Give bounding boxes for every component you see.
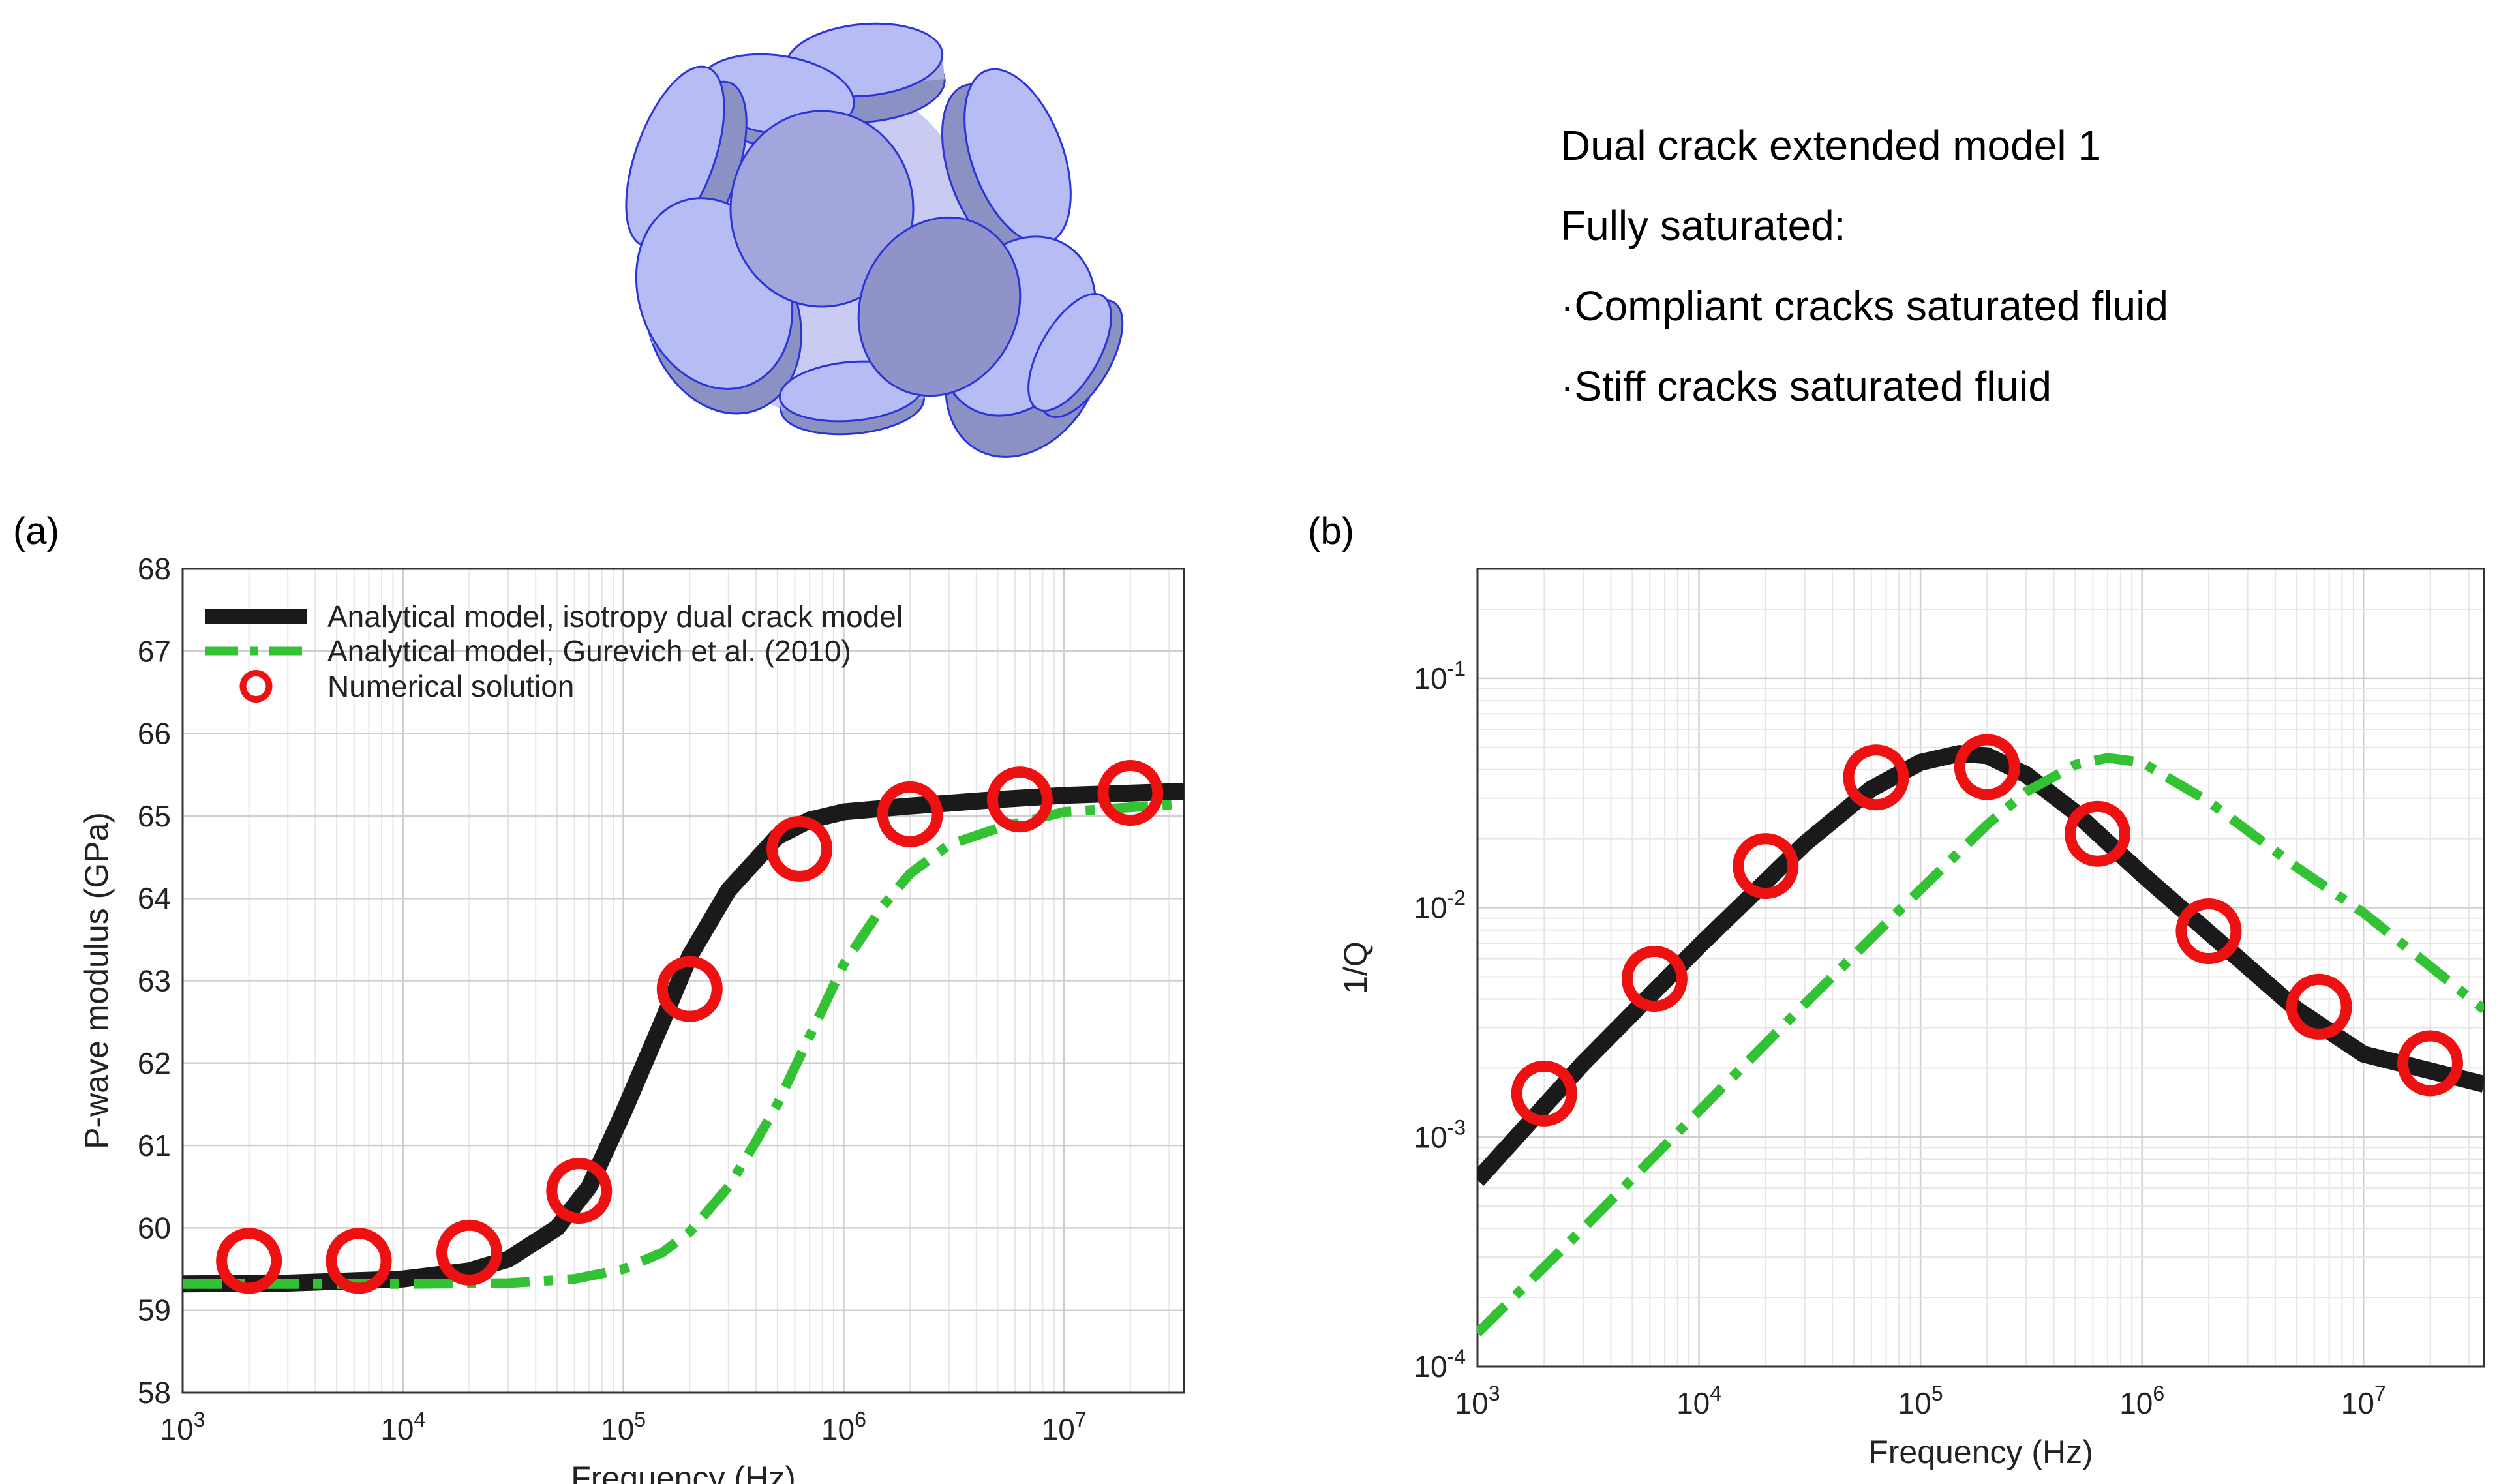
x-tick-label: 103: [160, 1408, 205, 1446]
numerical-data-point: [2065, 800, 2131, 867]
y-tick-label: 10-3: [1414, 1115, 1466, 1154]
numerical-data-point: [1097, 760, 1164, 826]
disk-face: [857, 216, 1022, 397]
panel-label: (b): [1308, 510, 1354, 553]
y-tick-label: 65: [138, 799, 171, 833]
legend-entry-label: Analytical model, Gurevich et al. (2010): [327, 634, 851, 668]
right-upper-disk: [941, 68, 1072, 260]
x-tick-label: 106: [821, 1408, 866, 1446]
numerical-data-point: [1511, 1060, 1577, 1127]
y-tick-label: 64: [138, 881, 171, 915]
y-tick-label: 68: [138, 552, 171, 586]
right-edge-disk: [1027, 293, 1124, 418]
numerical-data-point: [1843, 744, 1909, 811]
panel-b-chart: (b) 103 104 105 106 107 10-4 10-3 10-2 10-1 Freque…: [1308, 510, 2485, 1470]
y-tick-label: 67: [138, 634, 171, 668]
x-tick-label: 107: [2341, 1382, 2386, 1420]
numerical-data-point: [326, 1228, 392, 1294]
x-tick-label: 105: [1898, 1382, 1943, 1420]
model-title: Dual crack extended model 1: [1560, 122, 2101, 169]
dual-crack-series-line: [183, 783, 1184, 1293]
numerical-data-point: [216, 1228, 282, 1294]
axes-frame: [1476, 568, 2485, 1368]
y-tick-label: 10-1: [1414, 657, 1466, 695]
y-tick-label: 61: [138, 1128, 171, 1162]
x-axis-title: Frequency (Hz): [571, 1460, 796, 1484]
legend-entry-label: Numerical solution: [327, 669, 574, 703]
numerical-data-point: [1621, 946, 1688, 1012]
legend-entry-label: Analytical model, isotropy dual crack mo…: [327, 599, 903, 633]
y-tick-label: 66: [138, 717, 171, 751]
y-tick-label: 63: [138, 964, 171, 998]
numerical-data-point: [1733, 833, 1799, 900]
panel-label: (a): [13, 510, 59, 553]
y-tick-label: 10-2: [1414, 886, 1466, 925]
x-tick-label: 105: [601, 1408, 646, 1446]
plot-area: [183, 760, 1184, 1294]
model-description: Dual crack extended model 1 Fully satura…: [1560, 106, 2408, 427]
panel-a-chart: (a) 103 104 105 106 107 58 59 60 61 62 63 64 65 66 67 68…: [13, 510, 1185, 1484]
center-disk: [729, 110, 915, 308]
x-tick-label: 104: [1676, 1382, 1721, 1420]
disk-face: [1027, 293, 1112, 412]
legend-numerical-marker: [239, 670, 273, 703]
plot-area: [1477, 734, 2484, 1337]
x-tick-label: 103: [1455, 1382, 1500, 1420]
x-axis-title: Frequency (Hz): [1868, 1434, 2093, 1470]
x-tick-label: 106: [2119, 1382, 2164, 1420]
numerical-data-point: [766, 815, 833, 882]
y-tick-label: 59: [138, 1294, 171, 1327]
numerical-data-point: [877, 781, 943, 847]
dual-crack-series-line: [1477, 745, 2484, 1186]
numerical-data-point: [656, 956, 723, 1022]
numerical-data-point: [2397, 1030, 2463, 1097]
crack-model-illustration: [625, 22, 1124, 458]
disk-face: [729, 110, 915, 308]
numerical-data-point: [986, 766, 1053, 833]
gurevich-series-line: [183, 798, 1184, 1289]
legend: Analytical model, isotropy dual crack mo…: [205, 599, 903, 703]
y-axis-title: 1/Q: [1337, 941, 1374, 994]
y-tick-label: 62: [138, 1046, 171, 1080]
model-subtitle: Fully saturated:: [1560, 202, 1846, 249]
y-tick-label: 60: [138, 1211, 171, 1245]
axes-frame: [181, 568, 1185, 1394]
x-tick-label: 104: [380, 1408, 425, 1446]
numerical-data-point: [546, 1158, 613, 1224]
model-item-stiff: ·Stiff cracks saturated fluid: [1560, 363, 2052, 410]
y-axis-title: P-wave modulus (GPa): [78, 812, 115, 1149]
numerical-data-point: [2175, 898, 2242, 965]
numerical-data-point: [436, 1219, 502, 1286]
numerical-data-point: [1954, 734, 2020, 800]
x-tick-label: 107: [1042, 1408, 1087, 1446]
y-tick-label: 10-4: [1414, 1345, 1466, 1384]
gurevich-series-line: [1477, 753, 2484, 1337]
model-item-compliant: ·Compliant cracks saturated fluid: [1560, 282, 2168, 329]
y-tick-label: 58: [138, 1376, 171, 1410]
numerical-data-point: [2286, 973, 2352, 1040]
